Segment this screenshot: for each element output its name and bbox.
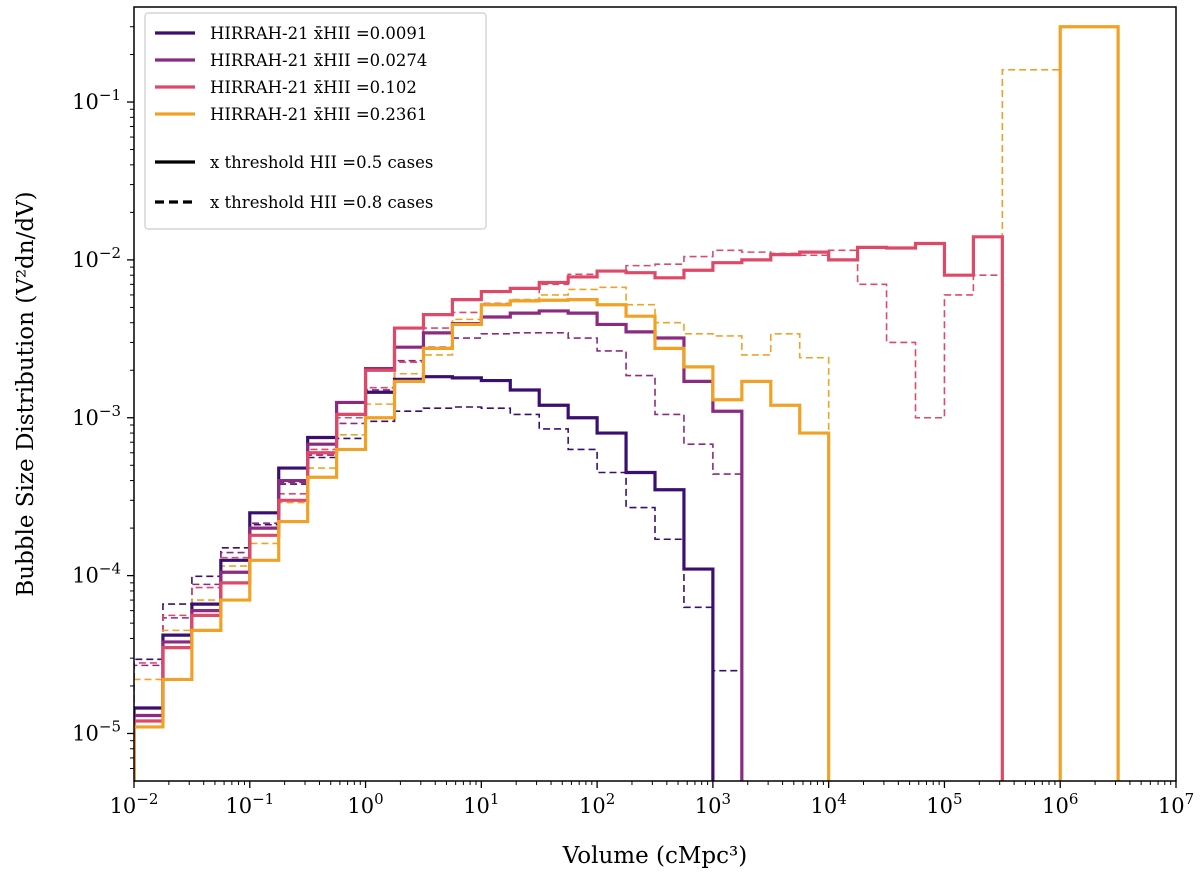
y-tick-label: 10−3 bbox=[72, 402, 121, 430]
legend-label: x threshold HII =0.8 cases bbox=[210, 193, 433, 212]
plot-frame bbox=[133, 6, 1177, 782]
x-tick-label: 10−2 bbox=[110, 790, 159, 818]
y-tick-label: 10−5 bbox=[72, 717, 121, 745]
series-layer bbox=[134, 25, 1120, 781]
legend-label: HIRRAH-21 x̄HII =0.2361 bbox=[210, 105, 427, 124]
series-solid-line bbox=[134, 309, 744, 781]
x-tick-label: 101 bbox=[463, 790, 499, 818]
legend: HIRRAH-21 x̄HII =0.0091 HIRRAH-21 x̄HII =… bbox=[144, 12, 487, 230]
series-dashed-line bbox=[134, 249, 1004, 781]
series-dashed-line bbox=[134, 406, 743, 781]
y-tick-label: 10−4 bbox=[72, 560, 121, 588]
x-tick-label: 103 bbox=[695, 790, 731, 818]
x-tick-label: 105 bbox=[926, 790, 962, 818]
x-axis: 10−2 10−1 100 101 102 103 104 105 106 107 bbox=[110, 781, 1194, 818]
y-tick-label: 10−1 bbox=[72, 86, 121, 114]
legend-label: HIRRAH-21 x̄HII =0.102 bbox=[210, 78, 417, 97]
x-tick-label: 107 bbox=[1158, 790, 1194, 818]
x-tick-label: 100 bbox=[347, 790, 383, 818]
x-axis-label: Volume (cMpc³) bbox=[562, 843, 747, 869]
x-tick-label: 10−1 bbox=[225, 790, 274, 818]
legend-label: HIRRAH-21 x̄HII =0.0274 bbox=[210, 51, 427, 70]
y-tick-label: 10−2 bbox=[72, 244, 121, 272]
x-tick-label: 102 bbox=[579, 790, 615, 818]
legend-box bbox=[144, 12, 487, 230]
x-tick-label: 106 bbox=[1042, 790, 1078, 818]
y-axis-label: Bubble Size Distribution (V²dn/dV) bbox=[13, 191, 39, 596]
y-axis: 10−5 10−4 10−3 10−2 10−1 bbox=[72, 26, 134, 770]
x-tick-label: 104 bbox=[811, 790, 847, 818]
legend-label: HIRRAH-21 x̄HII =0.0091 bbox=[210, 24, 427, 43]
series-solid-line bbox=[134, 25, 1120, 781]
legend-label: x threshold HII =0.5 cases bbox=[210, 153, 433, 172]
